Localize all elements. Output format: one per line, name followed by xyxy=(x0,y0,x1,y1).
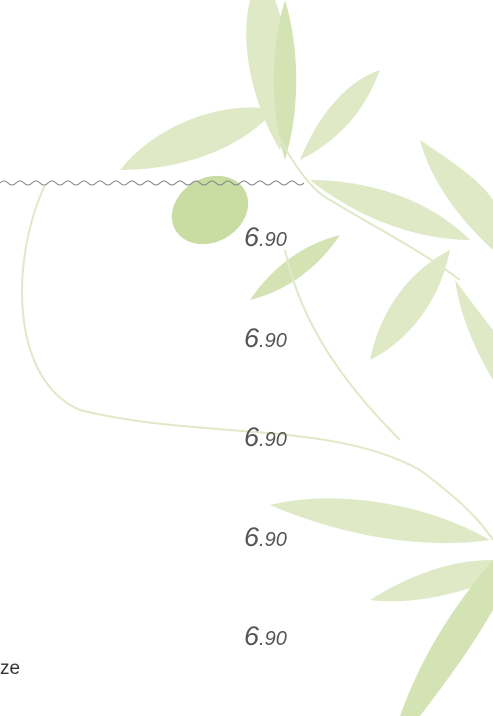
price-decimal: .90 xyxy=(259,330,287,352)
price-main: 6 xyxy=(244,323,260,353)
price-decimal: .90 xyxy=(259,429,287,451)
price: 6.90 xyxy=(244,424,287,451)
price: 6.90 xyxy=(244,224,287,251)
price-decimal: .90 xyxy=(259,628,287,650)
price-main: 6 xyxy=(244,621,260,651)
stems xyxy=(21,119,493,541)
wavy-divider xyxy=(0,180,305,186)
price: 6.90 xyxy=(244,623,287,650)
price-decimal: .90 xyxy=(259,529,287,551)
leaves xyxy=(120,0,493,716)
price-main: 6 xyxy=(244,522,260,552)
olive xyxy=(171,175,249,245)
item-name: ze xyxy=(0,658,21,679)
price: 6.90 xyxy=(244,325,287,352)
price-main: 6 xyxy=(244,422,260,452)
price-main: 6 xyxy=(244,222,260,252)
price: 6.90 xyxy=(244,524,287,551)
price-decimal: .90 xyxy=(259,229,287,251)
